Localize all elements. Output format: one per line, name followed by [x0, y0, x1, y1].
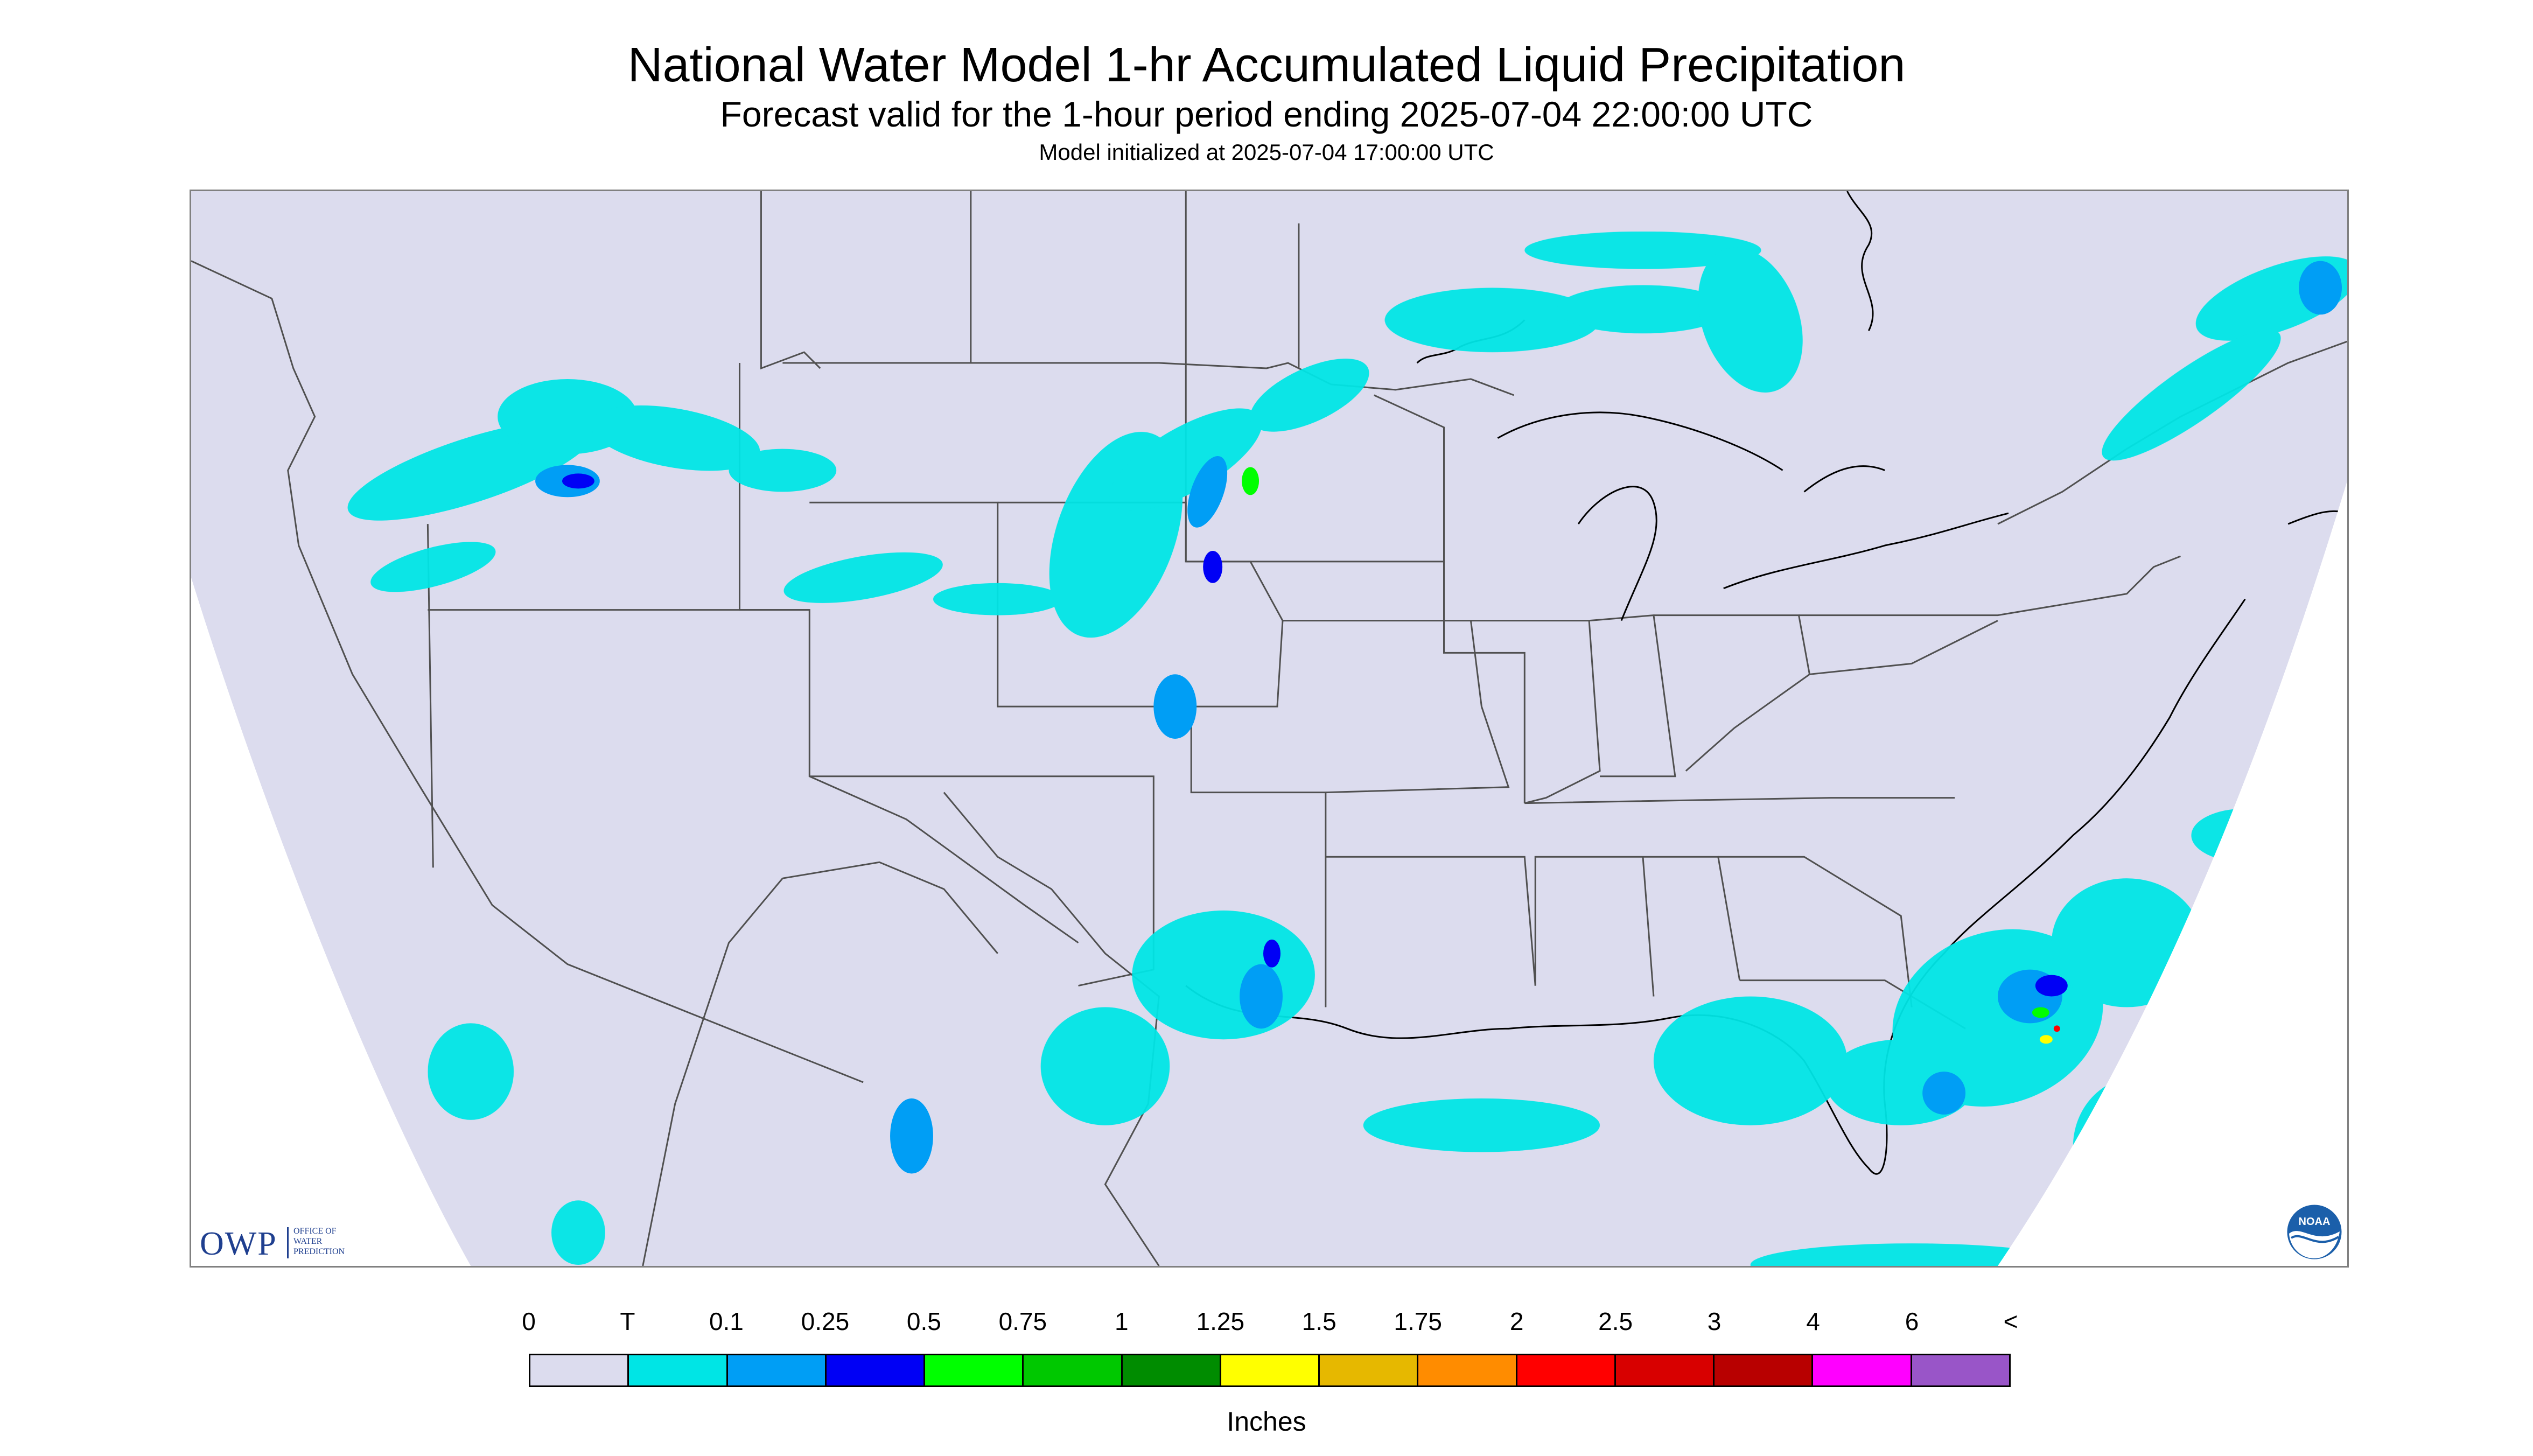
legend-swatch — [1517, 1355, 1616, 1385]
legend-swatch — [629, 1355, 728, 1385]
legend-label: 1.75 — [1394, 1307, 1442, 1335]
precipitation-map[interactable]: OWP OFFICE OF WATER PREDICTION NOAA — [190, 190, 2349, 1268]
precip-1-25 — [2039, 1035, 2053, 1044]
noaa-logo-text: NOAA — [2299, 1216, 2331, 1228]
legend-units: Inches — [1227, 1406, 1306, 1437]
noaa-logo: NOAA — [2285, 1203, 2343, 1261]
legend-label: 0.1 — [709, 1307, 744, 1335]
legend-label: 1.25 — [1196, 1307, 1245, 1335]
owp-logo-line: WATER — [293, 1237, 323, 1246]
legend-label: 1 — [1115, 1307, 1129, 1335]
owp-logo-line: PREDICTION — [293, 1247, 345, 1256]
owp-logo-abbr: OWP — [200, 1226, 277, 1262]
legend-swatch — [1912, 1355, 2009, 1385]
legend-swatch — [1418, 1355, 1517, 1385]
owp-logo-line: OFFICE OF — [293, 1227, 337, 1236]
legend-swatch — [530, 1355, 629, 1385]
legend-swatch — [1320, 1355, 1419, 1385]
model-domain — [191, 191, 2347, 1266]
owp-logo: OWP OFFICE OF WATER PREDICTION — [200, 1223, 377, 1266]
outside-domain-right — [1997, 481, 2347, 1266]
legend-label: 4 — [1806, 1307, 1820, 1335]
legend-swatch — [727, 1355, 827, 1385]
legend-labels: 0 T 0.1 0.25 0.5 0.75 1 1.25 1.5 1.75 2 2.5 3 4 6 < — [0, 1306, 2533, 1339]
precip-0-5 — [1242, 467, 2049, 1018]
legend-label: < — [2003, 1307, 2018, 1335]
legend-swatch — [1813, 1355, 1912, 1385]
forecast-valid-subtitle: Forecast valid for the 1-hour period end… — [720, 94, 1813, 134]
legend-label: 0.5 — [906, 1307, 941, 1335]
legend-colorbar — [529, 1354, 2011, 1387]
precip-2 — [2053, 1025, 2060, 1032]
legend-label: 6 — [1905, 1307, 1919, 1335]
legend-label: T — [620, 1307, 635, 1335]
legend-swatch — [1221, 1355, 1320, 1385]
model-init-text: Model initialized at 2025-07-04 17:00:00… — [1039, 139, 1494, 165]
legend-label: 1.5 — [1302, 1307, 1337, 1335]
precip-0-25 — [562, 473, 2068, 997]
legend-label: 0.25 — [801, 1307, 850, 1335]
page-title: National Water Model 1-hr Accumulated Li… — [627, 38, 1906, 92]
legend-label: 3 — [1707, 1307, 1722, 1335]
owp-logo-divider — [287, 1227, 289, 1258]
legend-swatch — [1024, 1355, 1123, 1385]
outside-domain-left — [191, 577, 471, 1266]
legend-label: 0 — [522, 1307, 536, 1335]
legend-swatch — [1715, 1355, 1814, 1385]
legend-swatch — [925, 1355, 1024, 1385]
legend-label: 0.75 — [998, 1307, 1047, 1335]
legend-swatch — [1615, 1355, 1715, 1385]
legend-label: 2 — [1509, 1307, 1524, 1335]
legend-swatch — [826, 1355, 926, 1385]
map-canvas — [191, 191, 2347, 1266]
legend-swatch — [1122, 1355, 1221, 1385]
legend-label: 2.5 — [1598, 1307, 1633, 1335]
owp-logo-text: OFFICE OF WATER PREDICTION — [293, 1226, 380, 1257]
